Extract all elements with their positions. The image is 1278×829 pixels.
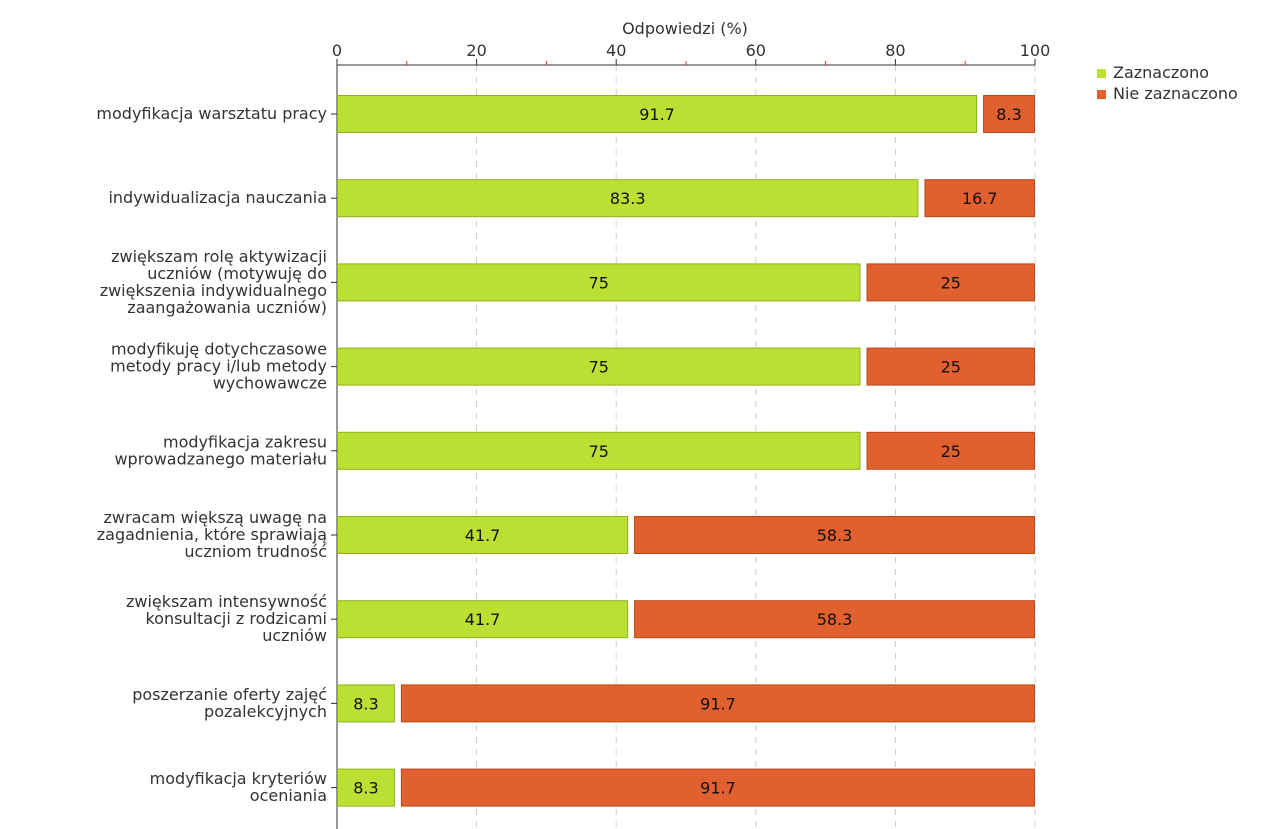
category-labels: modyfikacja warsztatu pracy indywidualiza… <box>96 104 327 805</box>
category-label-line: wychowawcze <box>213 374 327 393</box>
legend-label: Nie zaznaczono <box>1113 84 1238 103</box>
category-label: modyfikacja warsztatu pracy <box>96 104 327 123</box>
bar-zaznaczono <box>337 768 395 807</box>
bar-nie-zaznaczono <box>983 95 1035 133</box>
data-label: 83.3 <box>610 189 646 208</box>
x-tick-label: 100 <box>1020 41 1051 60</box>
data-label: 8.3 <box>353 779 378 798</box>
x-tick-label: 20 <box>466 41 486 60</box>
category-label: indywidualizacja nauczania <box>108 188 327 207</box>
data-label: 25 <box>941 358 961 377</box>
data-label: 25 <box>941 442 961 461</box>
category-label-line: modyfikacja zakresu <box>163 432 327 451</box>
data-label: 75 <box>589 273 609 292</box>
bar-nie-zaznaczono <box>866 431 1035 470</box>
data-label: 8.3 <box>353 694 378 713</box>
bar-zaznaczono <box>337 263 861 302</box>
x-tick-label: 40 <box>606 41 626 60</box>
bar-zaznaczono <box>337 95 978 133</box>
bar-zaznaczono <box>337 684 395 723</box>
x-tick-label: 0 <box>332 41 342 60</box>
data-label: 41.7 <box>465 526 501 545</box>
bar-nie-zaznaczono <box>400 768 1035 807</box>
category-label-line: zwiększam rolę aktywizacji <box>111 247 327 266</box>
category-label-line: metody pracy i/lub metody <box>110 357 327 376</box>
category-label-line: modyfikacja warsztatu pracy <box>96 104 327 123</box>
data-label: 25 <box>941 273 961 292</box>
bar-nie-zaznaczono <box>634 516 1035 554</box>
data-label: 91.7 <box>700 694 736 713</box>
data-label: 41.7 <box>465 610 501 629</box>
data-label: 58.3 <box>817 610 853 629</box>
bar-zaznaczono <box>337 179 919 218</box>
category-label-line: uczniów (motywuję do <box>147 264 327 283</box>
data-label: 91.7 <box>700 779 736 798</box>
bar-nie-zaznaczono <box>866 347 1035 386</box>
bar-zaznaczono <box>337 431 861 470</box>
bar-zaznaczono <box>337 516 629 554</box>
bars: 91.7 8.3 83.3 16.7 75 25 75 25 75 25 41.7 58.3 41.7 5… <box>337 95 1036 807</box>
data-label: 16.7 <box>962 189 998 208</box>
data-label: 75 <box>589 442 609 461</box>
legend-swatch <box>1097 69 1106 78</box>
data-label: 58.3 <box>817 526 853 545</box>
category-label-line: indywidualizacja nauczania <box>108 188 327 207</box>
data-label: 75 <box>589 358 609 377</box>
category-label-line: zwiększam intensywność <box>126 592 327 611</box>
category-label-line: zwiększenia indywidualnego <box>100 281 327 300</box>
category-label-line: zaangażowania uczniów) <box>127 298 327 317</box>
x-tick-label: 60 <box>746 41 766 60</box>
legend-label: Zaznaczono <box>1113 63 1209 82</box>
legend: Zaznaczono Nie zaznaczono <box>1097 63 1238 103</box>
bar-zaznaczono <box>337 600 629 639</box>
category-label-line: modyfikuję dotychczasowe <box>111 340 327 359</box>
x-axis-title: Odpowiedzi (%) <box>622 19 748 38</box>
category-label-line: wprowadzanego materiału <box>114 449 327 468</box>
category-label-line: pozalekcyjnych <box>204 702 327 721</box>
bar-nie-zaznaczono <box>400 684 1035 723</box>
bar-nie-zaznaczono <box>634 600 1035 639</box>
category-label-line: modyfikacja kryteriów <box>150 769 327 788</box>
category-label-line: uczniom trudność <box>184 542 327 561</box>
bar-nie-zaznaczono <box>924 179 1036 218</box>
legend-swatch <box>1097 90 1106 99</box>
category-label-line: zwracam większą uwagę na <box>104 508 327 527</box>
category-label-line: uczniów <box>262 626 327 645</box>
x-tick-label: 80 <box>885 41 905 60</box>
data-label: 8.3 <box>996 105 1021 124</box>
category-label-line: poszerzanie oferty zajęć <box>132 685 327 704</box>
category-label-line: konsultacji z rodzicami <box>145 609 327 628</box>
category-label-line: oceniania <box>250 786 327 805</box>
bar-nie-zaznaczono <box>866 263 1035 302</box>
category-label-line: zagadnienia, które sprawiają <box>97 525 327 544</box>
bar-zaznaczono <box>337 347 861 386</box>
data-label: 91.7 <box>639 105 675 124</box>
